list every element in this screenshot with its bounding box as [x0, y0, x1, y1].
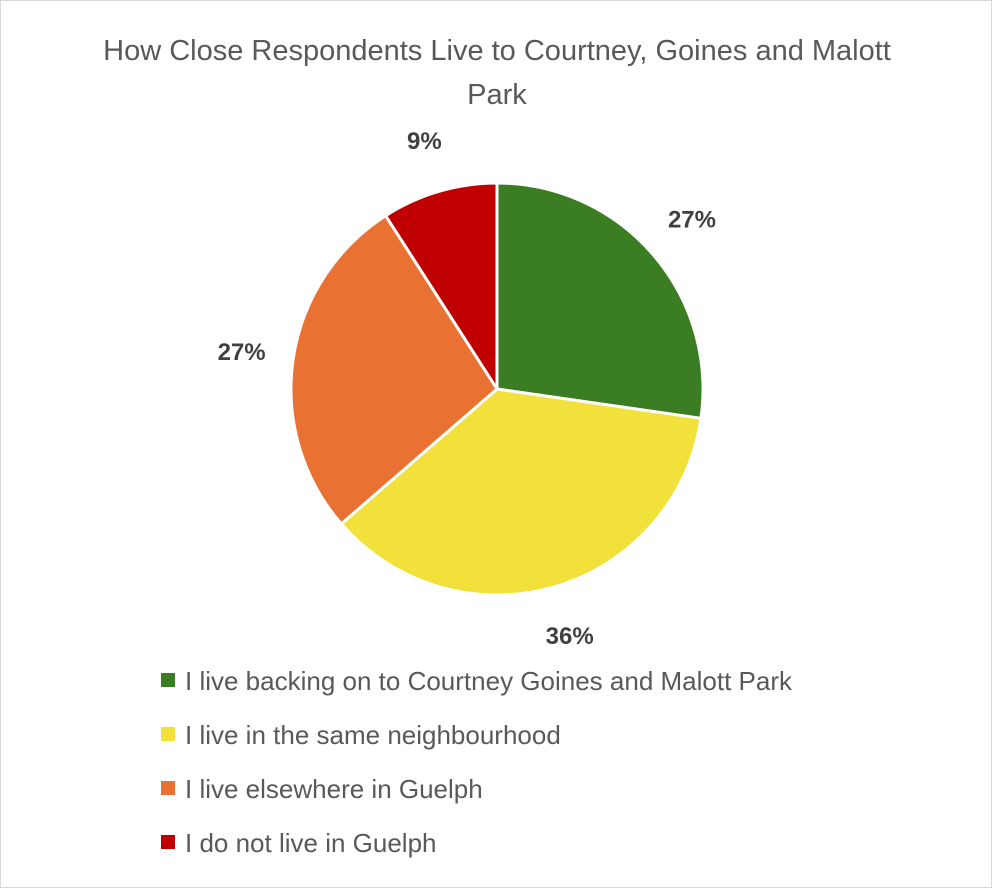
legend-label: I live elsewhere in Guelph [185, 774, 483, 804]
data-label-1: 27% [668, 207, 716, 234]
pie-slice-2 [339, 387, 703, 597]
legend-label: I live backing on to Courtney Goines and… [185, 666, 792, 696]
legend-swatch [161, 727, 175, 741]
legend-swatch [161, 835, 175, 849]
legend-label: I do not live in Guelph [185, 828, 437, 858]
pie-slice-4 [384, 181, 499, 391]
pie-data-labels: 27% 36% 27% 9% [218, 128, 716, 650]
legend-label: I live in the same neighbourhood [185, 720, 561, 750]
legend-swatch [161, 781, 175, 795]
pie-slices [289, 181, 705, 597]
chart-title: How Close Respondents Live to Courtney, … [103, 35, 891, 111]
legend-swatch [161, 673, 175, 687]
data-label-4: 9% [407, 128, 442, 155]
pie-slice-3 [289, 214, 499, 526]
pie-slice-1 [495, 181, 705, 420]
data-label-3: 27% [218, 339, 266, 366]
data-label-2: 36% [546, 623, 594, 650]
